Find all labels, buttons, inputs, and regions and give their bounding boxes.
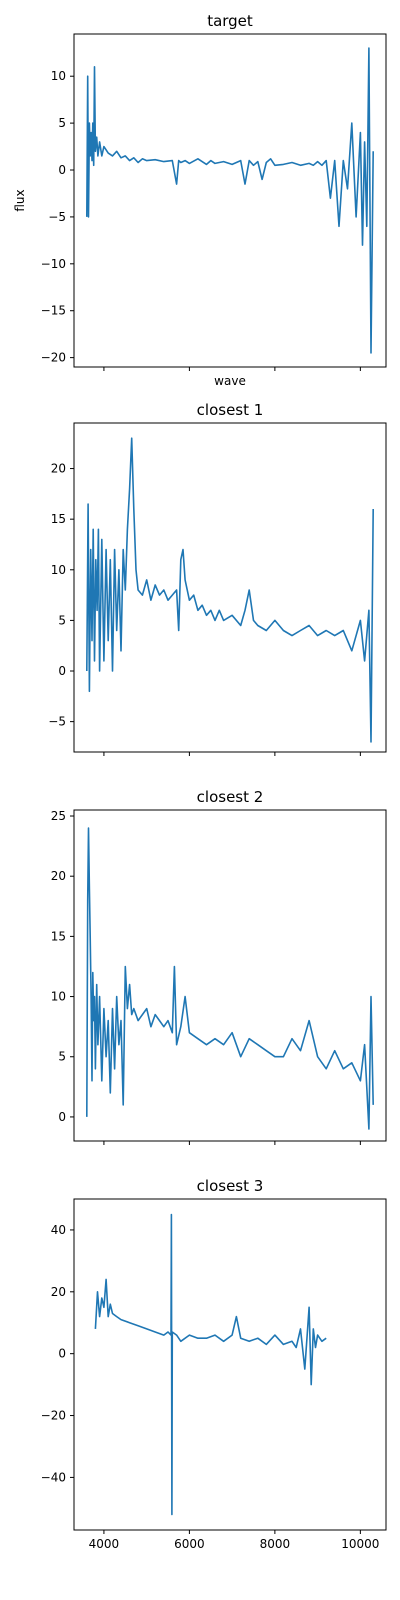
series-line	[86, 827, 374, 1130]
y-tick-label: 10	[51, 990, 66, 1004]
chart-panel-4: closest 3 40 20 0 −20 −40 4000 6000 8000 10000	[41, 1177, 387, 1551]
y-tick-label: 15	[51, 512, 66, 526]
chart-title: closest 2	[197, 788, 264, 806]
x-tick-label: 8000	[260, 1537, 291, 1551]
chart-panel-3: closest 2 25 20 15 10 5 0	[51, 788, 387, 1145]
plot-frame	[73, 422, 387, 753]
y-tick-label: −10	[41, 257, 66, 271]
y-tick-label: −40	[41, 1470, 66, 1484]
y-tick-label: 10	[51, 563, 66, 577]
y-tick-label: 15	[51, 929, 66, 943]
series-line	[86, 437, 374, 743]
plot-frame	[73, 809, 387, 1142]
chart-title: closest 3	[197, 1177, 264, 1195]
y-tick-label: −15	[41, 304, 66, 318]
y-tick-label: −5	[48, 210, 66, 224]
chart-title: target	[207, 12, 253, 30]
chart-title: closest 1	[197, 401, 264, 419]
y-tick-label: 5	[58, 613, 66, 627]
y-tick-label: 20	[51, 869, 66, 883]
y-tick-label: 0	[58, 1347, 66, 1361]
y-tick-label: 0	[58, 163, 66, 177]
x-tick-label: 10000	[341, 1537, 379, 1551]
y-tick-label: 5	[58, 116, 66, 130]
y-tick-label: 10	[51, 69, 66, 83]
x-axis-label: wave	[214, 374, 246, 388]
y-tick-label: 0	[58, 1110, 66, 1124]
y-tick-label: 25	[51, 809, 66, 823]
y-tick-label: 5	[58, 1050, 66, 1064]
y-tick-label: −20	[41, 351, 66, 365]
y-tick-label: −5	[48, 715, 66, 729]
x-tick-label: 6000	[174, 1537, 205, 1551]
plot-frame	[73, 1198, 387, 1531]
chart-panel-1: target 10 5 0 −5 −10 −15 −20 wave flux	[13, 12, 387, 388]
series-line	[86, 47, 374, 354]
y-tick-label: 20	[51, 1285, 66, 1299]
y-tick-label: 0	[58, 664, 66, 678]
plot-frame	[73, 33, 387, 368]
y-tick-label: 20	[51, 462, 66, 476]
chart-panel-2: closest 1 20 15 10 5 0 −5	[48, 401, 387, 756]
y-axis-label: flux	[13, 189, 27, 211]
y-tick-label: −20	[41, 1409, 66, 1423]
series-line	[94, 1213, 327, 1516]
y-tick-label: 40	[51, 1223, 66, 1237]
x-tick-label: 4000	[89, 1537, 120, 1551]
